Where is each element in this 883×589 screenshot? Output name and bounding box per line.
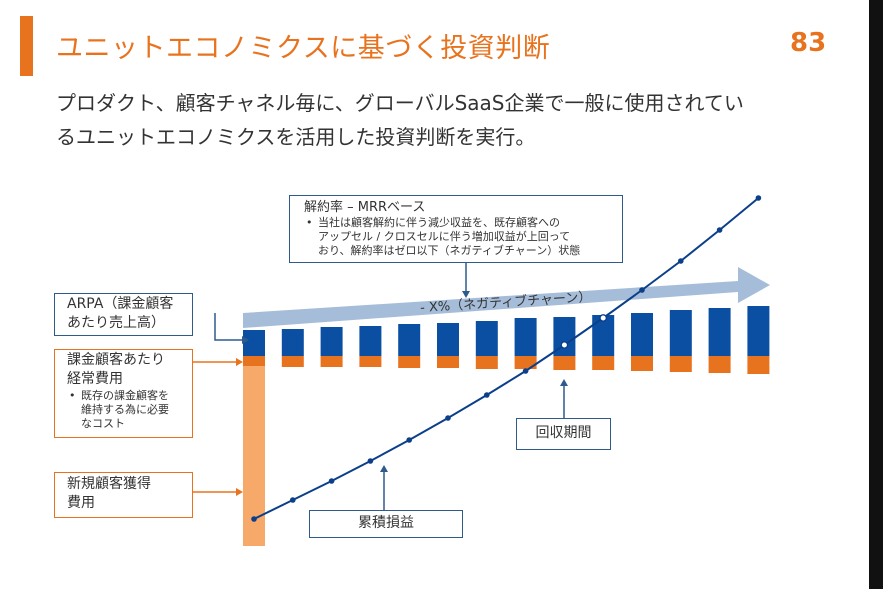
churn-rate-box: 解約率 – MRRベース 当社は顧客解約に伴う減少収益を、既存顧客への アップセ…	[289, 195, 623, 263]
cost-bar	[553, 356, 576, 370]
payback-arrowhead	[560, 379, 568, 386]
arpa-box: ARPA（課金顧客 あたり売上高）	[54, 293, 193, 336]
recurring-cost-box: 課金顧客あたり 経常費用 既存の課金顧客を 維持する為に必要 なコスト	[54, 349, 193, 438]
revenue-bar	[553, 317, 576, 356]
revenue-bar	[514, 318, 537, 356]
negative-churn-label: - X%（ネガティブチャーン）	[420, 289, 592, 316]
title-accent-bar	[20, 16, 33, 76]
recurring-cost-bullet-line-3: なコスト	[81, 417, 125, 430]
recurring-cost-bullet-line-2: 維持する為に必要	[81, 403, 169, 416]
revenue-bar	[708, 308, 731, 356]
revenue-bar	[592, 315, 615, 356]
recurring-cost-bullets: 既存の課金顧客を 維持する為に必要 なコスト	[67, 389, 192, 431]
arpa-line-1: ARPA（課金顧客	[67, 296, 174, 312]
page-number: 83	[790, 28, 827, 58]
recurring-cost-line-2: 経常費用	[67, 371, 123, 387]
revenue-bar	[669, 310, 692, 356]
cumulative-profit-point	[406, 437, 413, 443]
cumulative-profit-point	[445, 415, 451, 421]
description: プロダクト、顧客チャネル毎に、グローバルSaaS企業で一般に使用されてい るユニ…	[56, 86, 846, 154]
revenue-bar	[747, 306, 770, 356]
cost-bar	[514, 356, 537, 369]
acquisition-cost-box: 新規顧客獲得 費用	[54, 472, 193, 518]
cost-bar	[398, 356, 421, 368]
acquisition-cost-bar	[243, 366, 265, 546]
cumulative-pl-box: 累積損益	[309, 510, 463, 538]
cumulative-profit-point	[367, 458, 374, 464]
revenue-bar	[631, 313, 653, 356]
acquisition-cost-line-2: 費用	[67, 495, 95, 511]
cost-bar	[669, 356, 692, 372]
cumulative-profit-point	[484, 392, 490, 398]
cumulative-profit-point	[678, 258, 684, 264]
right-edge-border	[869, 0, 883, 589]
cumulative-profit-point	[639, 287, 645, 293]
cumulative-profit-point	[599, 314, 608, 322]
arpa-line-2: あたり売上高）	[67, 315, 165, 331]
payback-period-label: 回収期間	[535, 425, 592, 441]
acquisition-cost-line-1: 新規顧客獲得	[67, 476, 151, 492]
cost-bar	[359, 356, 382, 367]
acquisition-arrowhead	[236, 488, 243, 496]
cumulative-profit-point	[755, 195, 762, 201]
recurring-cost-line-1: 課金顧客あたり	[67, 352, 165, 368]
churn-rate-title: 解約率 – MRRベース	[304, 200, 426, 215]
payback-period-box: 回収期間	[516, 418, 611, 450]
churn-arrowhead	[462, 291, 470, 298]
cumulative-profit-point	[290, 497, 296, 503]
cumulative-profit-point	[328, 478, 335, 484]
cumulative-arrowhead	[380, 465, 388, 472]
cost-bar	[243, 356, 265, 366]
description-line-1: プロダクト、顧客チャネル毎に、グローバルSaaS企業で一般に使用されてい	[56, 91, 744, 115]
arpa-arrowhead	[242, 336, 249, 344]
cumulative-profit-point	[716, 227, 723, 233]
churn-rate-bullets: 当社は顧客解約に伴う減少収益を、既存顧客への アップセル / クロスセルに伴う増…	[304, 216, 616, 258]
churn-rate-bullet-line-1: 当社は顧客解約に伴う減少収益を、既存顧客への	[318, 216, 560, 229]
cost-arrowhead	[236, 358, 243, 366]
arpa-connector	[214, 313, 242, 341]
description-line-2: るユニットエコノミクスを活用した投資判断を実行。	[56, 125, 536, 149]
revenue-bar	[437, 323, 459, 356]
revenue-bar	[475, 321, 498, 356]
cumulative-profit-point	[560, 341, 569, 349]
cumulative-pl-label: 累積損益	[358, 515, 414, 531]
cumulative-profit-line	[251, 195, 762, 522]
cost-bar	[747, 356, 770, 374]
cost-bar	[708, 356, 731, 373]
cumulative-profit-path	[253, 197, 760, 520]
revenue-bar	[359, 326, 382, 356]
cumulative-profit-point	[522, 368, 529, 374]
negative-churn-arrow	[243, 267, 770, 328]
churn-rate-bullet-line-2: アップセル / クロスセルに伴う増加収益が上回って	[318, 230, 571, 243]
cost-bar	[631, 356, 653, 371]
cost-bar	[592, 356, 615, 370]
bar-group	[243, 306, 770, 546]
cost-bar	[320, 356, 343, 367]
cost-bar	[437, 356, 459, 368]
churn-rate-bullet-line-3: おり、解約率はゼロ以下（ネガティブチャーン）状態	[318, 244, 581, 257]
cost-bar	[475, 356, 498, 369]
revenue-bar	[320, 327, 343, 356]
revenue-bar	[398, 324, 421, 356]
cumulative-profit-point	[251, 516, 257, 522]
revenue-bar	[281, 329, 304, 356]
page-title: ユニットエコノミクスに基づく投資判断	[56, 33, 551, 64]
churn-rate-bullet: 当社は顧客解約に伴う減少収益を、既存顧客への アップセル / クロスセルに伴う増…	[306, 216, 616, 258]
revenue-bar	[243, 330, 265, 356]
cost-bar	[281, 356, 304, 367]
recurring-cost-bullet-line-1: 既存の課金顧客を	[81, 389, 169, 402]
recurring-cost-bullet: 既存の課金顧客を 維持する為に必要 なコスト	[69, 389, 192, 431]
